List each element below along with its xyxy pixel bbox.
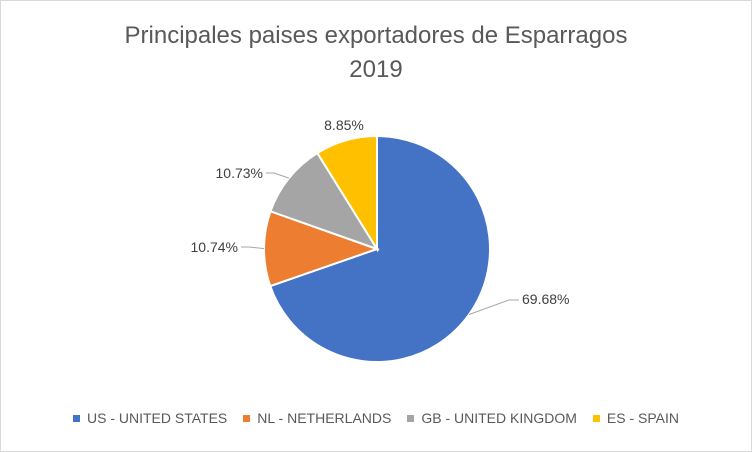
legend-swatch-us [73,414,80,422]
legend-label-us: US - UNITED STATES [87,410,228,426]
leader-line-us [468,299,519,315]
chart-title-line2: 2019 [349,56,403,83]
pie-slice-nl [263,209,381,288]
legend-swatch-gb [407,414,415,422]
chart-legend: US - UNITED STATES NL - NETHERLANDS GB -… [1,410,751,426]
legend-item-us: US - UNITED STATES [73,410,227,426]
legend-swatch-nl [243,414,251,422]
chart-title-line1: Principales paises exportadores de Espar… [124,22,628,49]
pie-slice-us [268,134,491,363]
legend-item-es: ES - SPAIN [592,410,679,426]
legend-label-nl: NL - NETHERLANDS [257,410,392,426]
legend-label-es: ES - SPAIN [606,410,679,426]
legend-item-nl: NL - NETHERLANDS [243,410,391,426]
leader-line-gb [266,172,290,179]
data-label-nl: 10.74% [191,239,238,255]
legend-swatch-es [592,414,600,422]
legend-item-gb: GB - UNITED KINGDOM [407,410,577,426]
pie-slice-gb [269,151,380,251]
pie-slice-es [315,134,378,253]
data-label-es: 8.85% [324,117,364,133]
chart-title: Principales paises exportadores de Espar… [1,19,751,87]
data-label-gb: 10.73% [216,165,263,181]
legend-label-gb: GB - UNITED KINGDOM [421,410,577,426]
leader-line-nl [241,246,265,250]
data-label-us: 69.68% [522,291,569,307]
